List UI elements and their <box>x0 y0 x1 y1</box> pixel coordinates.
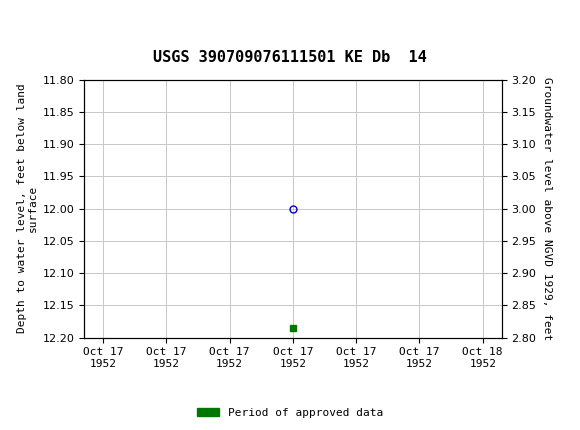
Text: USGS 390709076111501 KE Db  14: USGS 390709076111501 KE Db 14 <box>153 49 427 64</box>
Legend: Period of approved data: Period of approved data <box>193 403 387 422</box>
Y-axis label: Depth to water level, feet below land
surface: Depth to water level, feet below land su… <box>17 84 38 333</box>
Text: ≋USGS: ≋USGS <box>3 9 79 28</box>
Y-axis label: Groundwater level above NGVD 1929, feet: Groundwater level above NGVD 1929, feet <box>542 77 552 340</box>
